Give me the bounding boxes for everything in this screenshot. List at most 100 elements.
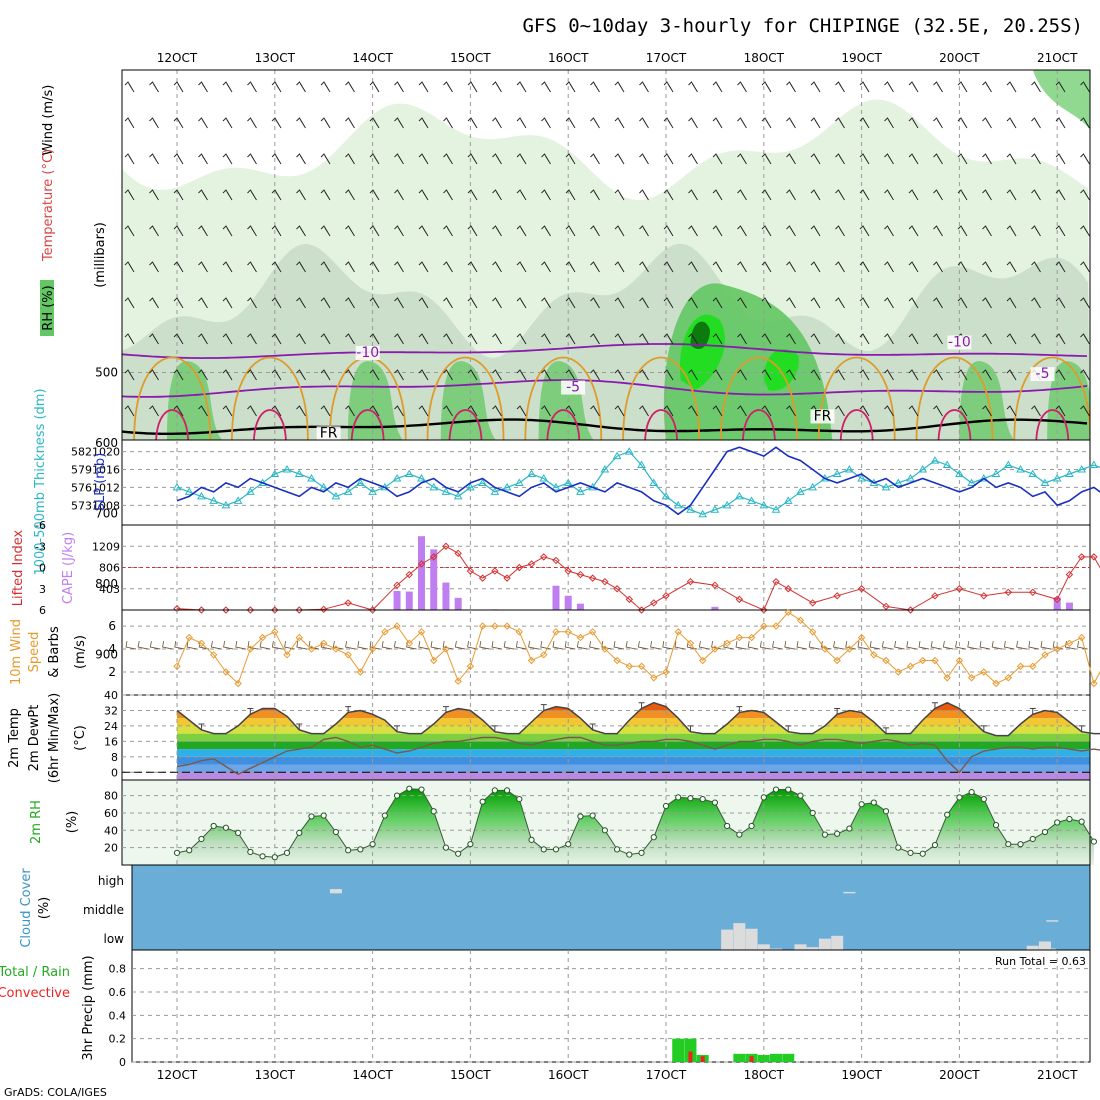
thickness-marker [184, 487, 194, 495]
wind-barb [198, 297, 208, 309]
temp-whisker [980, 725, 987, 732]
wind-barb [1080, 189, 1090, 201]
wind-barb [982, 261, 992, 273]
wind-speed-marker [967, 674, 976, 682]
rh-marker [320, 812, 327, 819]
wind-barb [933, 153, 943, 165]
wind-barb [688, 369, 698, 381]
wind-barb [430, 640, 442, 650]
rh-marker [345, 847, 352, 854]
wind-barb [908, 369, 919, 381]
wind-barb [908, 405, 919, 417]
wind-speed-marker [747, 633, 756, 642]
wind-barb [688, 405, 698, 417]
cloud-low-bar [757, 944, 770, 950]
wind-barb [454, 640, 466, 650]
wind-barb [418, 261, 429, 273]
contour-label-bg [226, 533, 250, 547]
left-tick-label: 0.2 [109, 1033, 127, 1046]
wind-barb [810, 225, 821, 237]
wind-barb [247, 81, 257, 93]
wind-barb [541, 117, 551, 129]
cloud-low-bar [1026, 945, 1039, 950]
temp-band [177, 772, 1090, 780]
thickness-marker [747, 496, 756, 504]
rh-marker [956, 794, 963, 801]
rh-shade-top [1032, 70, 1090, 130]
contour-label: -10 [948, 334, 971, 350]
contour-label-bg [810, 409, 835, 424]
wind-barb [394, 261, 404, 273]
lifted-marker [552, 556, 560, 565]
cape-bar [442, 582, 450, 610]
wind-barb [663, 117, 674, 129]
lifted-marker [515, 563, 524, 572]
wind-barb [515, 640, 527, 650]
precip-total-bar [672, 1038, 685, 1062]
wind-barb [565, 297, 576, 309]
wind-speed-marker [1053, 645, 1061, 653]
wind-barb [394, 153, 404, 165]
wind-barb [614, 153, 625, 165]
cape-bar [552, 585, 560, 610]
rh-marker [614, 846, 621, 853]
wind-speed-marker [442, 645, 450, 653]
rh-shade-dark [690, 321, 711, 350]
rh-marker [834, 830, 841, 837]
wind-barb [1055, 189, 1066, 201]
wind-barb [1055, 225, 1066, 237]
wind-barb [737, 369, 747, 381]
thickness-marker [307, 473, 316, 482]
left-tick-label: 16 [104, 735, 118, 748]
lifted-marker [405, 570, 413, 579]
wind-barb [614, 81, 625, 93]
wind-barb [1055, 297, 1066, 309]
wind-speed-marker [980, 668, 988, 676]
wind-barb [394, 297, 404, 309]
lifted-marker [1029, 588, 1037, 596]
wind-barb [369, 153, 380, 165]
wind-speed-marker [1077, 633, 1086, 642]
rh-marker [210, 822, 217, 830]
rh-marker [858, 801, 865, 808]
rh-marker [516, 795, 523, 803]
wind-barb [835, 153, 845, 165]
wind-speed-marker [1090, 679, 1098, 688]
thickness-marker [172, 482, 182, 491]
contour-label-bg [316, 426, 341, 440]
rh-marker [589, 812, 596, 819]
wind-barb [137, 640, 149, 650]
rh-marker [467, 841, 474, 848]
wind-barb [786, 189, 796, 201]
wind-barbs-axis-label: & Barbs [47, 626, 62, 678]
rh-marker [222, 824, 229, 831]
precip-run-total: Run Total = 0.63 [995, 955, 1086, 968]
wind-barb [1080, 297, 1090, 309]
wind-barb [688, 117, 698, 129]
x-tick-label-bottom: 16OCT [548, 1068, 589, 1082]
wind-speed-marker [552, 628, 560, 636]
wind-barb [320, 153, 331, 165]
rh-marker [1054, 819, 1061, 826]
thickness-marker [710, 505, 720, 513]
wind-barb [369, 640, 381, 650]
wind-barb [982, 369, 992, 381]
wind-barb [859, 333, 870, 345]
wind-barb [394, 369, 404, 381]
rh-marker [662, 802, 670, 810]
wind-speed-marker [919, 656, 927, 665]
rh-marker [308, 813, 315, 820]
wind-barb [1031, 225, 1041, 237]
wind-barb [908, 225, 919, 237]
wind-barb [908, 297, 919, 309]
wind-barb [271, 189, 282, 201]
contour-line-neg10 [122, 343, 1088, 360]
rh-marker [418, 786, 425, 793]
wind-barb [173, 189, 184, 201]
cloud-high-bar [843, 891, 856, 894]
wind-barb [663, 333, 674, 345]
wind-barb [933, 405, 943, 417]
wind-barb [345, 333, 355, 345]
wind-barb [552, 640, 564, 650]
wind-barb [884, 369, 894, 381]
